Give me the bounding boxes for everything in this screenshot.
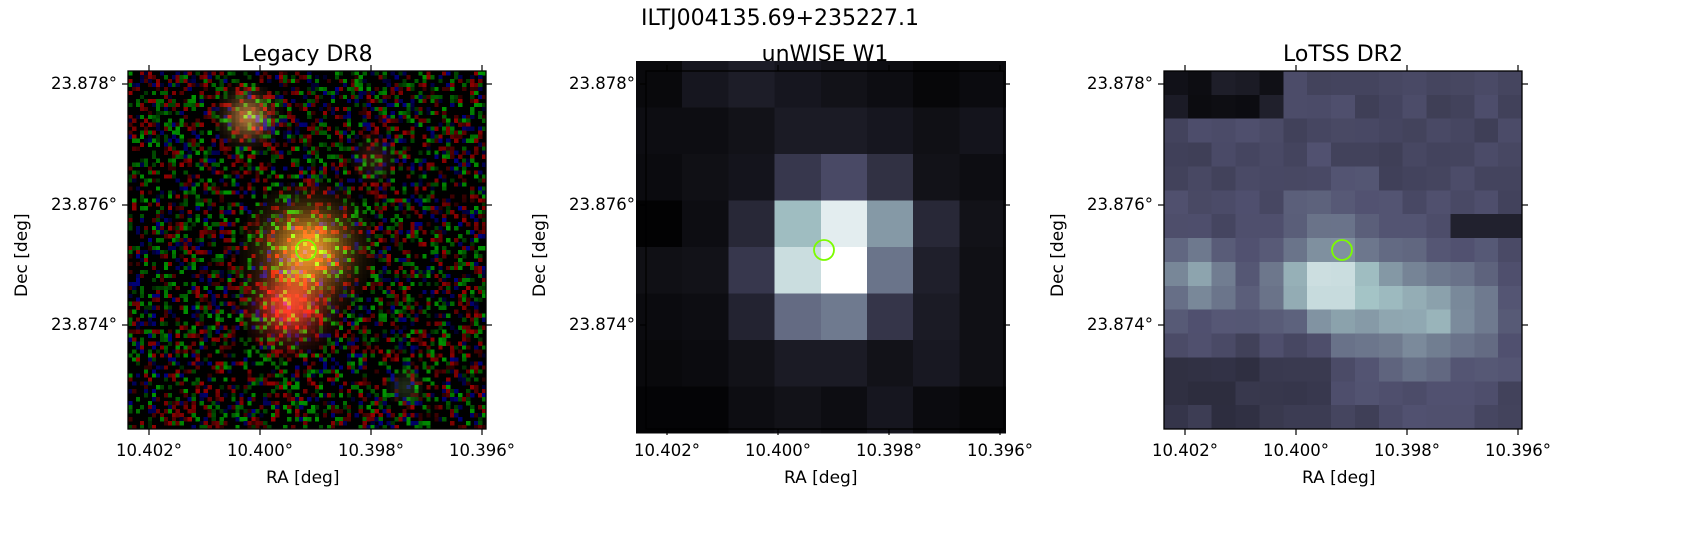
source-marker-circle [1331,239,1353,261]
y-axis-label-2: Dec [deg] [530,213,550,297]
y-tick-label: 23.876° [569,195,635,214]
x-tick-label: 10.398° [1374,441,1440,460]
y-tick-label: 23.878° [569,74,635,93]
y-tick-label: 23.874° [51,315,117,334]
x-tick-label: 10.398° [338,441,404,460]
y-axis-label-3: Dec [deg] [1048,213,1068,297]
x-axis-label-1: RA [deg] [266,468,340,488]
axes-frame [645,70,1005,430]
panel-title-legacy: Legacy DR8 [241,42,373,67]
source-marker-circle [295,239,317,261]
axes-frame [1163,70,1523,430]
y-tick-label: 23.874° [1087,315,1153,334]
axes-frame [127,70,487,430]
x-tick-label: 10.396° [1485,441,1551,460]
source-marker-circle [813,239,835,261]
y-tick-label: 23.874° [569,315,635,334]
x-tick-label: 10.402° [634,441,700,460]
pixel-grid [128,71,487,430]
unwise-w1-cutout [636,61,1010,435]
y-tick-label: 23.878° [1087,74,1153,93]
x-axis-label-2: RA [deg] [784,468,858,488]
y-tick-label: 23.876° [1087,195,1153,214]
x-tick-label: 10.398° [856,441,922,460]
x-tick-label: 10.396° [967,441,1033,460]
x-tick-label: 10.402° [1152,441,1218,460]
x-tick-label: 10.400° [1263,441,1329,460]
pixel-grid [1164,71,1523,430]
y-tick-label: 23.878° [51,74,117,93]
x-axis-label-3: RA [deg] [1302,468,1376,488]
x-tick-label: 10.402° [116,441,182,460]
panel-title-lotss: LoTSS DR2 [1283,42,1403,67]
y-axis-label-1: Dec [deg] [12,213,32,297]
legacy-dr8-cutout [122,65,492,435]
figure-title: ILTJ004135.69+235227.1 [640,6,920,31]
y-tick-label: 23.876° [51,195,117,214]
x-tick-label: 10.400° [745,441,811,460]
x-tick-label: 10.400° [227,441,293,460]
pixel-grid [636,61,1007,434]
x-tick-label: 10.396° [449,441,515,460]
lotss-dr2-cutout [1158,65,1528,435]
